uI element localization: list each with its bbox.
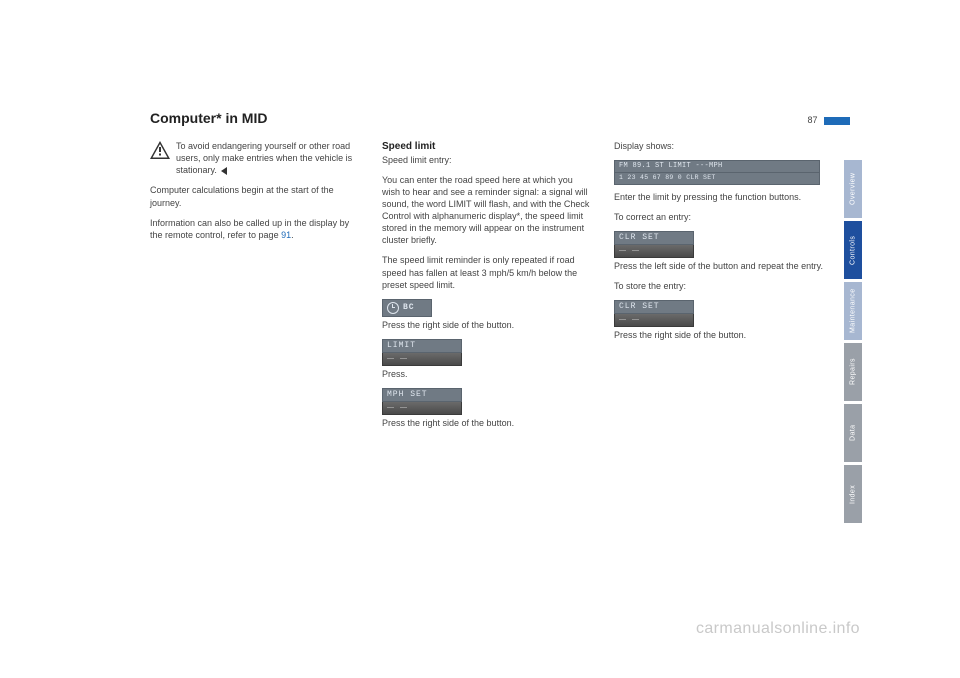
dash-icon: — — [387, 403, 409, 412]
mphset-caption: Press the right side of the button. [382, 417, 592, 429]
column-2: Speed limit Speed limit entry: You can e… [382, 140, 592, 437]
col3-p3: To correct an entry: [614, 211, 824, 223]
col1-para2b: . [291, 230, 294, 240]
tab-controls[interactable]: Controls [844, 221, 862, 279]
col2-para2: The speed limit reminder is only repeate… [382, 254, 592, 290]
bc-button-screen: BC [382, 299, 432, 317]
limit-button-screen: LIMIT [382, 339, 462, 353]
clrset1-graphic: CLR SET — — [614, 231, 694, 258]
bc-button-graphic: BC [382, 299, 432, 317]
page-number-block: 87 [807, 115, 850, 125]
page-number: 87 [807, 115, 817, 125]
col3-p2: Enter the limit by pressing the function… [614, 191, 824, 203]
clrset2-screen: CLR SET [614, 300, 694, 314]
warning-block: To avoid endangering yourself or other r… [150, 140, 360, 176]
dash-icon: — — [619, 246, 641, 255]
dash-icon: — — [619, 315, 641, 324]
watermark: carmanualsonline.info [696, 620, 860, 638]
clrset2-base: — — [614, 314, 694, 327]
display-wide-graphic: FM 89.1 ST LIMIT ---MPH 1 23 45 67 89 0 … [614, 160, 820, 185]
page-ref-link[interactable]: 91 [281, 230, 291, 240]
mphset-button-screen: MPH SET [382, 388, 462, 402]
col1-para1: Computer calculations begin at the start… [150, 184, 360, 208]
page-header: Computer* in MID 87 [150, 110, 850, 126]
display-wide-bottom: 1 23 45 67 89 0 CLR SET [614, 173, 820, 185]
page-marker [824, 117, 850, 125]
bc-caption: Press the right side of the button. [382, 319, 592, 331]
warning-text: To avoid endangering yourself or other r… [176, 140, 360, 176]
clrset1-caption: Press the left side of the button and re… [614, 260, 824, 272]
column-1: To avoid endangering yourself or other r… [150, 140, 360, 437]
tab-maintenance[interactable]: Maintenance [844, 282, 862, 340]
col1-para2: Information can also be called up in the… [150, 217, 360, 241]
end-mark-icon [221, 167, 227, 175]
tab-repairs[interactable]: Repairs [844, 343, 862, 401]
col2-para1: You can enter the road speed here at whi… [382, 174, 592, 247]
speed-limit-sub: Speed limit entry: [382, 154, 592, 166]
clrset1-base: — — [614, 245, 694, 258]
tab-data[interactable]: Data [844, 404, 862, 462]
content-columns: To avoid endangering yourself or other r… [150, 140, 850, 437]
col3-p4: To store the entry: [614, 280, 824, 292]
mphset-button-base: — — [382, 402, 462, 415]
dash-icon: — — [387, 354, 409, 363]
mphset-button-graphic: MPH SET — — [382, 388, 462, 415]
page-title: Computer* in MID [150, 110, 267, 126]
side-tabs: Overview Controls Maintenance Repairs Da… [844, 160, 862, 523]
display-wide-top: FM 89.1 ST LIMIT ---MPH [614, 160, 820, 173]
manual-page: Computer* in MID 87 To avoid endangering [150, 110, 850, 437]
column-3: Display shows: FM 89.1 ST LIMIT ---MPH 1… [614, 140, 824, 437]
warning-copy: To avoid endangering yourself or other r… [176, 141, 352, 175]
speed-limit-heading: Speed limit [382, 140, 592, 154]
tab-index[interactable]: Index [844, 465, 862, 523]
clrset2-graphic: CLR SET — — [614, 300, 694, 327]
warning-icon [150, 141, 170, 159]
col1-para2a: Information can also be called up in the… [150, 218, 349, 240]
limit-caption: Press. [382, 368, 592, 380]
clock-icon [387, 302, 399, 314]
clrset1-screen: CLR SET [614, 231, 694, 245]
bc-label: BC [403, 304, 415, 312]
limit-button-graphic: LIMIT — — [382, 339, 462, 366]
tab-overview[interactable]: Overview [844, 160, 862, 218]
limit-button-base: — — [382, 353, 462, 366]
col3-p1: Display shows: [614, 140, 824, 152]
clrset2-caption: Press the right side of the button. [614, 329, 824, 341]
